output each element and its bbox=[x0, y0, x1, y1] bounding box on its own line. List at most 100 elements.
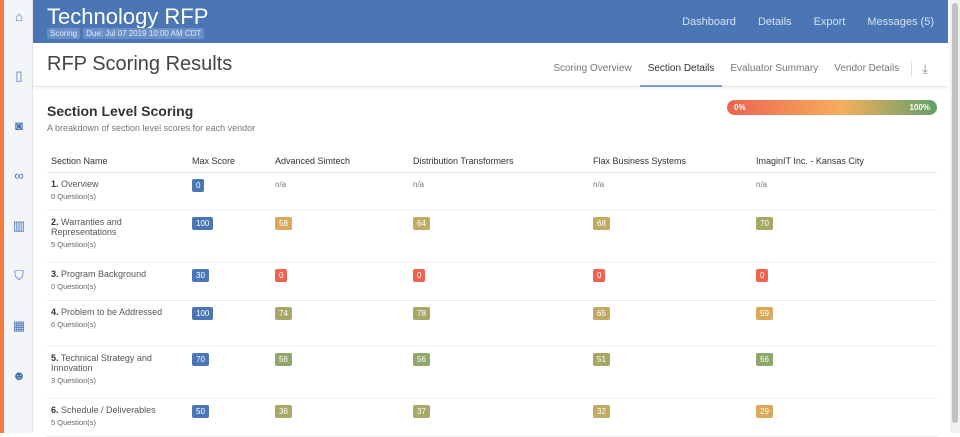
nav-messages[interactable]: Messages (5) bbox=[867, 16, 934, 28]
vendor-score-cell: n/a bbox=[752, 172, 937, 211]
nav-dashboard[interactable]: Dashboard bbox=[682, 16, 736, 28]
column-header: Advanced Simtech bbox=[271, 150, 409, 173]
score-badge: 59 bbox=[756, 306, 773, 320]
section-name-cell: 1. Overview 0 Question(s) bbox=[47, 172, 188, 211]
bar-chart-icon[interactable]: ▥ bbox=[12, 218, 26, 233]
section-number: 6. bbox=[51, 404, 59, 415]
score-badge: 29 bbox=[756, 404, 773, 418]
section-number: 3. bbox=[51, 268, 59, 279]
max-score-badge: 50 bbox=[192, 404, 209, 418]
vendor-score-cell: 32 bbox=[589, 398, 752, 437]
column-header: Flax Business Systems bbox=[589, 150, 752, 173]
download-icon[interactable]: ⤓ bbox=[922, 61, 928, 76]
building-icon[interactable]: ▦ bbox=[12, 318, 26, 333]
section-name: Problem to be Addressed bbox=[61, 306, 163, 317]
vendor-score-cell: 78 bbox=[409, 300, 589, 347]
bookmark-icon[interactable]: ⛉ bbox=[14, 268, 24, 283]
legend-min: 0% bbox=[734, 103, 746, 112]
status-badge: Scoring bbox=[47, 28, 81, 39]
camera-icon[interactable]: ◙ bbox=[15, 118, 23, 133]
column-header: Section Name bbox=[47, 150, 188, 173]
column-header: Max Score bbox=[188, 150, 271, 173]
tab-vendor-details[interactable]: Vendor Details bbox=[834, 63, 900, 74]
tab-section-details[interactable]: Section Details bbox=[639, 43, 723, 87]
max-score-cell: 30 bbox=[188, 262, 271, 301]
section-name: Program Background bbox=[61, 268, 147, 279]
nav-details[interactable]: Details bbox=[757, 16, 792, 28]
nav-export[interactable]: Export bbox=[813, 16, 846, 28]
max-score-badge: 0 bbox=[192, 178, 205, 192]
question-count: 0 Question(s) bbox=[51, 191, 97, 201]
due-date-badge: Due: Jul 07 2019 10:00 AM CDT bbox=[83, 28, 205, 39]
score-badge: 56 bbox=[413, 352, 430, 366]
score-badge: 36 bbox=[275, 404, 292, 418]
vendor-score-cell: 0 bbox=[271, 262, 409, 301]
score-badge: 51 bbox=[593, 352, 610, 366]
section-name-cell: 3. Program Background 0 Question(s) bbox=[47, 262, 188, 301]
score-badge: 58 bbox=[275, 216, 292, 230]
score-badge: 32 bbox=[593, 404, 610, 418]
table-row: 1. Overview 0 Question(s) 0 n/a n/a n/a n/a bbox=[47, 172, 937, 211]
score-badge: 65 bbox=[593, 306, 610, 320]
table-row: 5. Technical Strategy and Innovation 3 Qu… bbox=[47, 346, 937, 399]
vendor-score-cell: 64 bbox=[409, 210, 589, 263]
max-score-cell: 100 bbox=[188, 210, 271, 263]
app-title: Technology RFP bbox=[47, 4, 209, 29]
column-header: Distribution Transformers bbox=[409, 150, 589, 173]
section-name-cell: 6. Schedule / Deliverables 5 Question(s) bbox=[47, 398, 188, 437]
scrollbar-thumb[interactable] bbox=[952, 3, 958, 423]
scrollbar[interactable] bbox=[950, 0, 960, 433]
table-row: 6. Schedule / Deliverables 5 Question(s) 5… bbox=[47, 398, 937, 437]
section-name-cell: 2. Warranties and Representations 5 Quest… bbox=[47, 210, 188, 263]
max-score-badge: 30 bbox=[192, 268, 209, 282]
vendor-score-cell: 0 bbox=[409, 262, 589, 301]
section-name: Overview bbox=[61, 178, 99, 189]
max-score-badge: 70 bbox=[192, 352, 209, 366]
section-number: 2. bbox=[51, 216, 59, 227]
max-score-badge: 100 bbox=[192, 216, 214, 230]
question-count: 0 Question(s) bbox=[51, 281, 97, 291]
table-row: 4. Problem to be Addressed 6 Question(s) 1… bbox=[47, 300, 937, 347]
section-name: Schedule / Deliverables bbox=[61, 404, 156, 415]
tab-evaluator-summary[interactable]: Evaluator Summary bbox=[730, 63, 819, 74]
question-count: 3 Question(s) bbox=[51, 375, 97, 385]
question-count: 5 Question(s) bbox=[51, 239, 97, 249]
vendor-score-cell: 36 bbox=[271, 398, 409, 437]
score-na: n/a bbox=[413, 179, 425, 189]
users-icon[interactable]: ☻ bbox=[12, 368, 26, 383]
question-count: 6 Question(s) bbox=[51, 319, 97, 329]
page-title: RFP Scoring Results bbox=[47, 53, 233, 75]
divider bbox=[911, 61, 913, 77]
vendor-score-cell: 56 bbox=[409, 346, 589, 399]
file-icon[interactable]: ▯ bbox=[15, 68, 23, 83]
section-name-cell: 4. Problem to be Addressed 6 Question(s) bbox=[47, 300, 188, 347]
vendor-score-cell: 70 bbox=[752, 210, 937, 263]
top-nav: Dashboard Details Export Messages (5) bbox=[682, 16, 934, 28]
max-score-cell: 70 bbox=[188, 346, 271, 399]
score-badge: 37 bbox=[413, 404, 430, 418]
score-badge: 74 bbox=[275, 306, 292, 320]
sidebar: ⌂ ▯ ◙ ∞ ▥ ⛉ ▦ ☻ bbox=[0, 0, 33, 433]
score-badge: 0 bbox=[275, 268, 288, 282]
subheader: RFP Scoring Results Scoring Overview Sec… bbox=[33, 43, 948, 87]
section-scores-table: Section Name Max Score Advanced Simtech Dis… bbox=[47, 150, 937, 437]
score-badge: 0 bbox=[593, 268, 606, 282]
score-badge: 56 bbox=[275, 352, 292, 366]
tab-scoring-overview[interactable]: Scoring Overview bbox=[553, 63, 632, 74]
vendor-score-cell: 74 bbox=[271, 300, 409, 347]
question-count: 5 Question(s) bbox=[51, 417, 97, 427]
section-subtitle: A breakdown of section level scores for … bbox=[47, 123, 256, 133]
score-color-legend: 0% 100% bbox=[727, 100, 937, 115]
vendor-score-cell: 56 bbox=[752, 346, 937, 399]
vendor-score-cell: 0 bbox=[752, 262, 937, 301]
binoculars-icon[interactable]: ∞ bbox=[14, 168, 24, 183]
score-badge: 56 bbox=[756, 352, 773, 366]
table-row: 2. Warranties and Representations 5 Quest… bbox=[47, 210, 937, 263]
score-badge: 64 bbox=[413, 216, 430, 230]
home-icon[interactable]: ⌂ bbox=[15, 9, 23, 24]
score-badge: 78 bbox=[413, 306, 430, 320]
max-score-cell: 0 bbox=[188, 172, 271, 211]
max-score-cell: 100 bbox=[188, 300, 271, 347]
vendor-score-cell: n/a bbox=[409, 172, 589, 211]
max-score-badge: 100 bbox=[192, 306, 214, 320]
